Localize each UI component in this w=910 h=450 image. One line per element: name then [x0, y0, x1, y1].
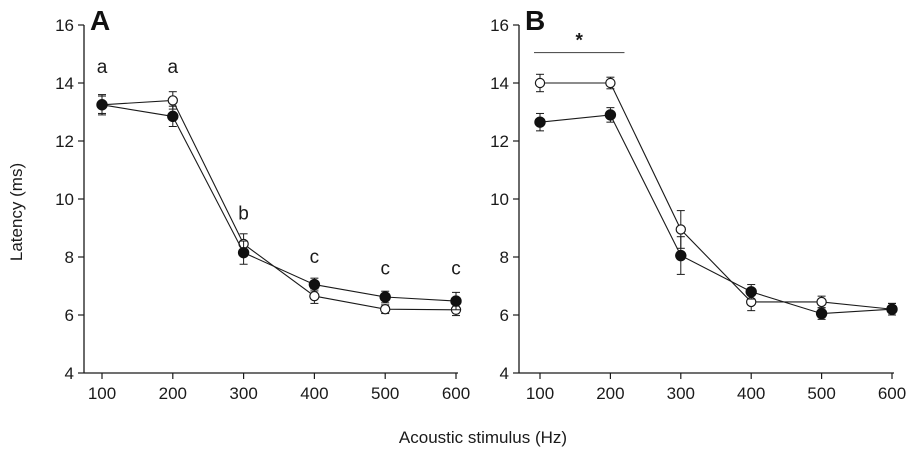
x-tick-label: 500	[371, 384, 399, 403]
y-tick-label: 10	[490, 190, 509, 209]
series-line-open	[101, 99, 457, 311]
data-point-open	[380, 304, 391, 315]
significance-asterisk: *	[576, 31, 584, 52]
data-point-open	[534, 77, 546, 89]
data-point-filled	[237, 246, 250, 259]
x-tick-label: 600	[878, 384, 906, 403]
x-tick-label: 200	[159, 384, 187, 403]
x-tick-label: 400	[300, 384, 328, 403]
data-point-filled	[308, 278, 321, 291]
x-tick-label: 500	[807, 384, 835, 403]
y-tick-label: 6	[65, 306, 74, 325]
data-point-filled	[745, 286, 757, 298]
group-annotation: c	[380, 258, 390, 279]
y-tick-label: 16	[55, 16, 74, 35]
group-annotation: c	[451, 258, 461, 279]
data-point-filled	[815, 307, 828, 320]
group-annotation: c	[310, 247, 320, 268]
x-tick-label: 300	[667, 384, 695, 403]
x-tick-label: 400	[737, 384, 765, 403]
data-point-filled	[167, 110, 179, 123]
group-annotation: b	[238, 203, 249, 224]
y-axis-title: Latency (ms)	[7, 163, 26, 261]
y-tick-label: 4	[500, 364, 509, 383]
panel-letter: A	[90, 5, 110, 36]
data-point-open	[605, 77, 616, 89]
y-tick-label: 10	[55, 190, 74, 209]
y-tick-label: 16	[490, 16, 509, 35]
data-point-filled	[96, 99, 108, 111]
y-tick-label: 14	[490, 74, 509, 93]
data-point-open	[309, 290, 320, 302]
x-tick-label: 600	[442, 384, 470, 403]
panel-letter: B	[525, 5, 545, 36]
group-annotation: a	[168, 57, 179, 78]
chart-panel-b: 4 6 8 10 12 14 16 100 200 300 400 500 600 B *	[490, 5, 906, 403]
x-tick-label: 200	[596, 384, 624, 403]
series-line-filled	[539, 114, 893, 315]
series-line-open	[540, 82, 893, 310]
data-point-filled	[886, 303, 898, 315]
x-tick-label: 100	[88, 384, 116, 403]
y-tick-label: 8	[65, 248, 74, 267]
data-point-filled	[534, 116, 546, 128]
data-point-filled	[675, 249, 687, 262]
data-point-filled	[379, 291, 391, 303]
y-tick-label: 12	[490, 132, 509, 151]
data-point-filled	[450, 295, 462, 307]
series-line-filled	[101, 104, 457, 302]
y-tick-label: 14	[55, 74, 74, 93]
y-tick-label: 8	[500, 248, 509, 267]
data-point-open	[675, 224, 687, 235]
data-point-open	[167, 95, 178, 106]
x-axis-title: Acoustic stimulus (Hz)	[399, 428, 567, 447]
y-tick-label: 4	[65, 364, 74, 383]
data-point-open	[816, 296, 827, 308]
data-point-filled	[604, 109, 617, 121]
x-tick-label: 100	[526, 384, 554, 403]
x-tick-label: 300	[229, 384, 257, 403]
y-tick-label: 6	[500, 306, 509, 325]
y-tick-label: 12	[55, 132, 74, 151]
group-annotation: a	[97, 57, 108, 78]
chart-panel-a: 4 6 8 10 12 14 16 100 200 300 400 500 600 Aa a b c c c	[55, 5, 470, 403]
